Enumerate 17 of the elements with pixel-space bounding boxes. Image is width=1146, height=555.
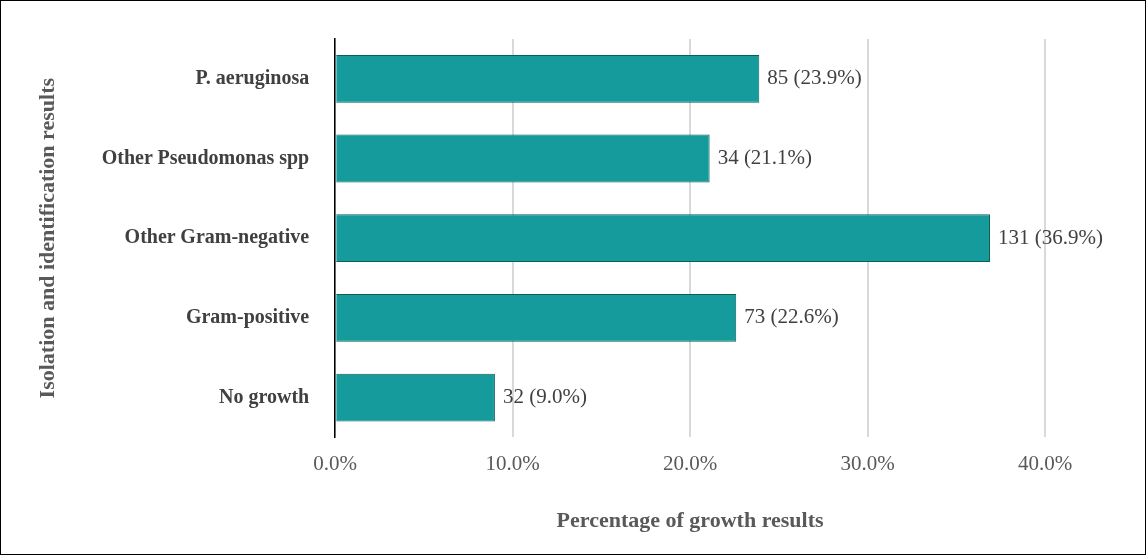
x-tick-label: 10.0% bbox=[485, 450, 540, 475]
x-tick-label: 20.0% bbox=[662, 450, 718, 475]
y-axis-title: Isolation and identification results bbox=[33, 77, 59, 399]
y-tick-label: Gram-positive bbox=[185, 305, 310, 329]
x-axis-title: Percentage of growth results bbox=[556, 507, 825, 533]
y-tick-label: No growth bbox=[219, 384, 310, 408]
y-tick-label: Other Gram-negative bbox=[124, 225, 310, 249]
x-tick-label: 0.0% bbox=[313, 450, 358, 475]
data-label: 34 (21.1%) bbox=[717, 145, 813, 170]
y-tick-label: Other Pseudomonas spp bbox=[101, 145, 310, 169]
data-label: 131 (36.9%) bbox=[997, 224, 1103, 249]
y-tick-label: P. aeruginosa bbox=[195, 66, 310, 90]
x-tick-label: 40.0% bbox=[1017, 450, 1073, 475]
data-label: 73 (22.6%) bbox=[744, 304, 839, 329]
data-label: 32 (9.0%) bbox=[502, 384, 587, 409]
data-label: 85 (23.9%) bbox=[767, 65, 862, 90]
x-tick-label: 30.0% bbox=[840, 450, 895, 475]
